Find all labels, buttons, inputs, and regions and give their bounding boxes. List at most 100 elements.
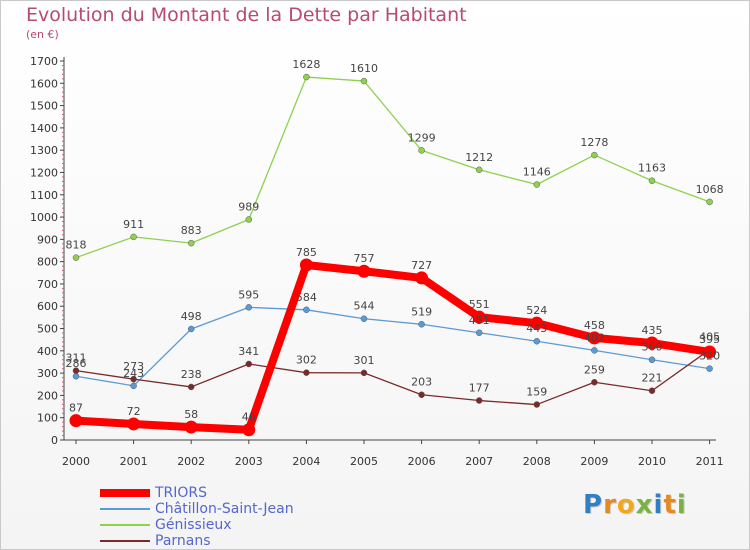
legend-item: TRIORS <box>100 485 294 501</box>
logo-letter: r <box>603 490 617 520</box>
data-point <box>72 372 80 380</box>
data-label: 1299 <box>408 131 436 144</box>
legend-label: Parnans <box>155 533 211 549</box>
data-point <box>418 147 425 154</box>
x-tick-label: 2004 <box>292 455 320 468</box>
data-point <box>360 77 368 85</box>
x-tick-label: 2007 <box>465 455 493 468</box>
data-label: 238 <box>181 368 202 381</box>
data-label: 458 <box>584 319 605 332</box>
legend-item: Génissieux <box>100 517 294 533</box>
data-label: 259 <box>584 363 605 376</box>
data-label: 551 <box>469 298 490 311</box>
line-chart: 0 100 200 300 400 500 600 700 800 900 1000 1100 1200… <box>30 55 724 468</box>
data-point <box>360 369 368 377</box>
chart-subtitle: (en €) <box>26 28 59 41</box>
data-point <box>127 417 141 431</box>
data-label: 341 <box>238 345 259 358</box>
data-point <box>475 166 483 174</box>
x-tick-label: 2008 <box>523 455 551 468</box>
data-label: 286 <box>66 357 87 370</box>
logo-letter: o <box>616 490 636 520</box>
data-label: 435 <box>642 324 663 337</box>
y-tick-label: 1000 <box>30 211 58 224</box>
x-tick-label: 2006 <box>408 455 436 468</box>
data-label: 989 <box>238 201 259 214</box>
legend-item: Parnans <box>100 533 294 549</box>
data-label: 1068 <box>696 183 724 196</box>
data-label: 87 <box>69 402 83 415</box>
data-point <box>415 271 429 285</box>
data-point <box>530 316 544 330</box>
data-label: 524 <box>526 304 547 317</box>
y-tick-label: 0 <box>51 434 58 447</box>
data-point <box>418 321 425 328</box>
x-tick-label: 2009 <box>580 455 608 468</box>
x-tick-label: 2000 <box>62 455 90 468</box>
data-point <box>303 369 310 376</box>
y-tick-label: 800 <box>37 256 58 269</box>
data-point <box>130 382 137 390</box>
data-label: 360 <box>642 341 663 354</box>
logo-letter: t <box>663 490 677 520</box>
data-label: 757 <box>354 252 375 265</box>
data-point <box>299 258 313 272</box>
data-point <box>245 304 253 311</box>
y-tick-label: 100 <box>37 412 58 425</box>
data-point <box>648 387 656 394</box>
data-point <box>303 73 310 81</box>
series-line-triors <box>72 260 714 434</box>
y-tick-label: 600 <box>37 300 58 313</box>
data-point <box>648 356 656 363</box>
data-point <box>242 423 256 437</box>
data-label: 1146 <box>523 166 551 179</box>
y-tick-label: 400 <box>37 345 58 358</box>
data-point <box>645 336 659 350</box>
y-tick-label: 1300 <box>30 144 58 157</box>
data-label: 1610 <box>350 62 378 75</box>
data-label: 584 <box>296 291 317 304</box>
data-label: 1212 <box>465 151 493 164</box>
x-tick-label: 2001 <box>120 455 148 468</box>
data-label: 395 <box>699 333 720 346</box>
y-tick-label: 900 <box>37 233 58 246</box>
data-label: 177 <box>469 382 490 395</box>
data-point <box>475 397 483 404</box>
data-point <box>72 254 80 261</box>
legend-swatch <box>100 489 150 497</box>
legend-label: Châtillon-Saint-Jean <box>155 501 294 517</box>
data-label: 818 <box>66 239 87 252</box>
data-point <box>72 367 80 374</box>
y-tick-label: 500 <box>37 323 58 336</box>
logo-letter: i <box>676 490 687 520</box>
data-label: 320 <box>699 350 720 363</box>
data-label: 498 <box>181 310 202 323</box>
data-label: 1628 <box>292 58 320 71</box>
x-tick-label: 2003 <box>235 455 263 468</box>
data-point <box>130 375 137 383</box>
data-point <box>591 151 598 159</box>
data-point <box>706 365 713 372</box>
legend-label: TRIORS <box>155 485 208 501</box>
data-label: 273 <box>123 360 144 373</box>
legend-item: Châtillon-Saint-Jean <box>100 501 294 517</box>
data-point <box>187 239 195 247</box>
legend: TRIORS Châtillon-Saint-Jean Génissieux Parn… <box>100 485 294 549</box>
data-point <box>69 414 83 428</box>
y-tick-label: 300 <box>37 367 58 380</box>
data-point <box>245 216 253 223</box>
data-label: 595 <box>238 288 259 301</box>
legend-label: Génissieux <box>155 517 232 533</box>
data-point <box>475 329 483 337</box>
data-label: 302 <box>296 354 317 367</box>
data-point <box>357 264 371 278</box>
data-label: 72 <box>127 405 141 418</box>
y-tick-label: 1500 <box>30 100 58 113</box>
data-label: 402 <box>584 331 605 344</box>
legend-swatch <box>100 508 150 510</box>
x-tick-label: 2010 <box>638 455 666 468</box>
data-label: 46 <box>242 411 256 424</box>
data-label: 301 <box>354 354 375 367</box>
legend-swatch <box>100 540 150 542</box>
data-point <box>533 401 541 408</box>
